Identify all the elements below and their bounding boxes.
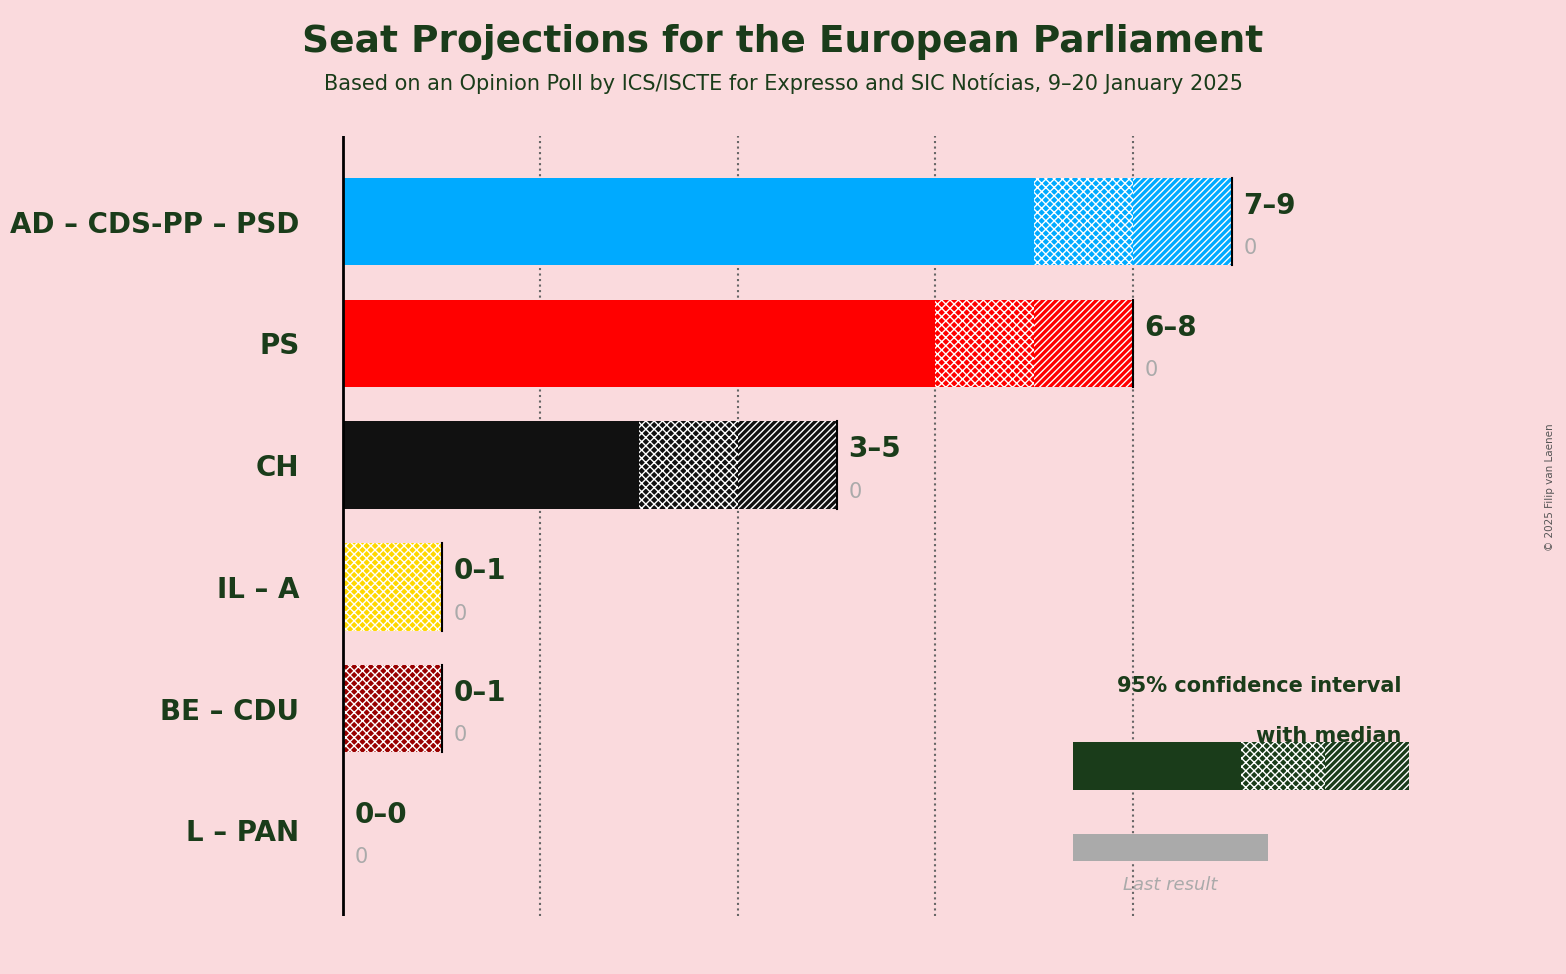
Bar <box>639 421 738 508</box>
Text: 0–1: 0–1 <box>454 557 506 585</box>
Text: Based on an Opinion Poll by ICS/ISCTE for Expresso and SIC Notícias, 9–20 Januar: Based on an Opinion Poll by ICS/ISCTE fo… <box>324 73 1242 94</box>
Bar <box>1034 300 1132 387</box>
Bar <box>343 421 639 508</box>
Bar <box>935 300 1034 387</box>
Text: 0: 0 <box>454 604 467 623</box>
Bar <box>343 543 442 631</box>
Text: 0: 0 <box>1243 239 1257 258</box>
Bar <box>343 300 935 387</box>
Text: 0: 0 <box>849 482 861 502</box>
Bar <box>343 543 442 631</box>
Bar <box>1325 741 1409 790</box>
Text: 7–9: 7–9 <box>1243 192 1297 220</box>
Text: 0: 0 <box>1145 360 1157 380</box>
Text: 95% confidence interval: 95% confidence interval <box>1117 676 1402 696</box>
Bar <box>1242 741 1325 790</box>
Text: 6–8: 6–8 <box>1145 314 1198 342</box>
Text: 0: 0 <box>354 847 368 867</box>
Bar <box>1034 177 1132 265</box>
Text: Last result: Last result <box>1123 876 1217 893</box>
Bar <box>1073 834 1268 861</box>
Bar <box>343 664 442 752</box>
Text: 3–5: 3–5 <box>849 435 900 464</box>
Bar <box>1242 741 1325 790</box>
Text: 0–1: 0–1 <box>454 679 506 707</box>
Bar <box>1073 741 1242 790</box>
Bar <box>343 664 442 752</box>
Bar <box>935 300 1034 387</box>
Bar <box>1132 177 1231 265</box>
Bar <box>1132 177 1231 265</box>
Text: 0: 0 <box>454 726 467 745</box>
Text: © 2025 Filip van Laenen: © 2025 Filip van Laenen <box>1546 423 1555 551</box>
Bar <box>1325 741 1409 790</box>
Bar <box>639 421 738 508</box>
Text: 0–0: 0–0 <box>354 801 407 829</box>
Text: Seat Projections for the European Parliament: Seat Projections for the European Parlia… <box>302 24 1264 60</box>
Bar <box>738 421 836 508</box>
Bar <box>1034 177 1132 265</box>
Bar <box>343 177 1034 265</box>
Bar <box>1034 300 1132 387</box>
Bar <box>738 421 836 508</box>
Text: with median: with median <box>1256 726 1402 746</box>
